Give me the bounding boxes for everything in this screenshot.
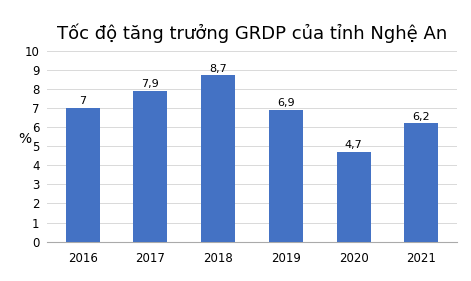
Bar: [201, 75, 235, 242]
Bar: [405, 123, 438, 242]
Text: 4,7: 4,7: [345, 140, 363, 150]
Bar: [133, 91, 167, 242]
Bar: [66, 108, 99, 242]
Text: 7: 7: [79, 96, 86, 106]
Title: Tốc độ tăng trưởng GRDP của tỉnh Nghệ An: Tốc độ tăng trưởng GRDP của tỉnh Nghệ An: [57, 24, 447, 44]
Text: 7,9: 7,9: [141, 79, 159, 89]
Text: 8,7: 8,7: [209, 64, 227, 74]
Y-axis label: %: %: [18, 132, 31, 146]
Bar: [337, 152, 371, 242]
Bar: [269, 110, 303, 242]
Text: 6,9: 6,9: [277, 98, 295, 108]
Text: 6,2: 6,2: [413, 112, 430, 122]
